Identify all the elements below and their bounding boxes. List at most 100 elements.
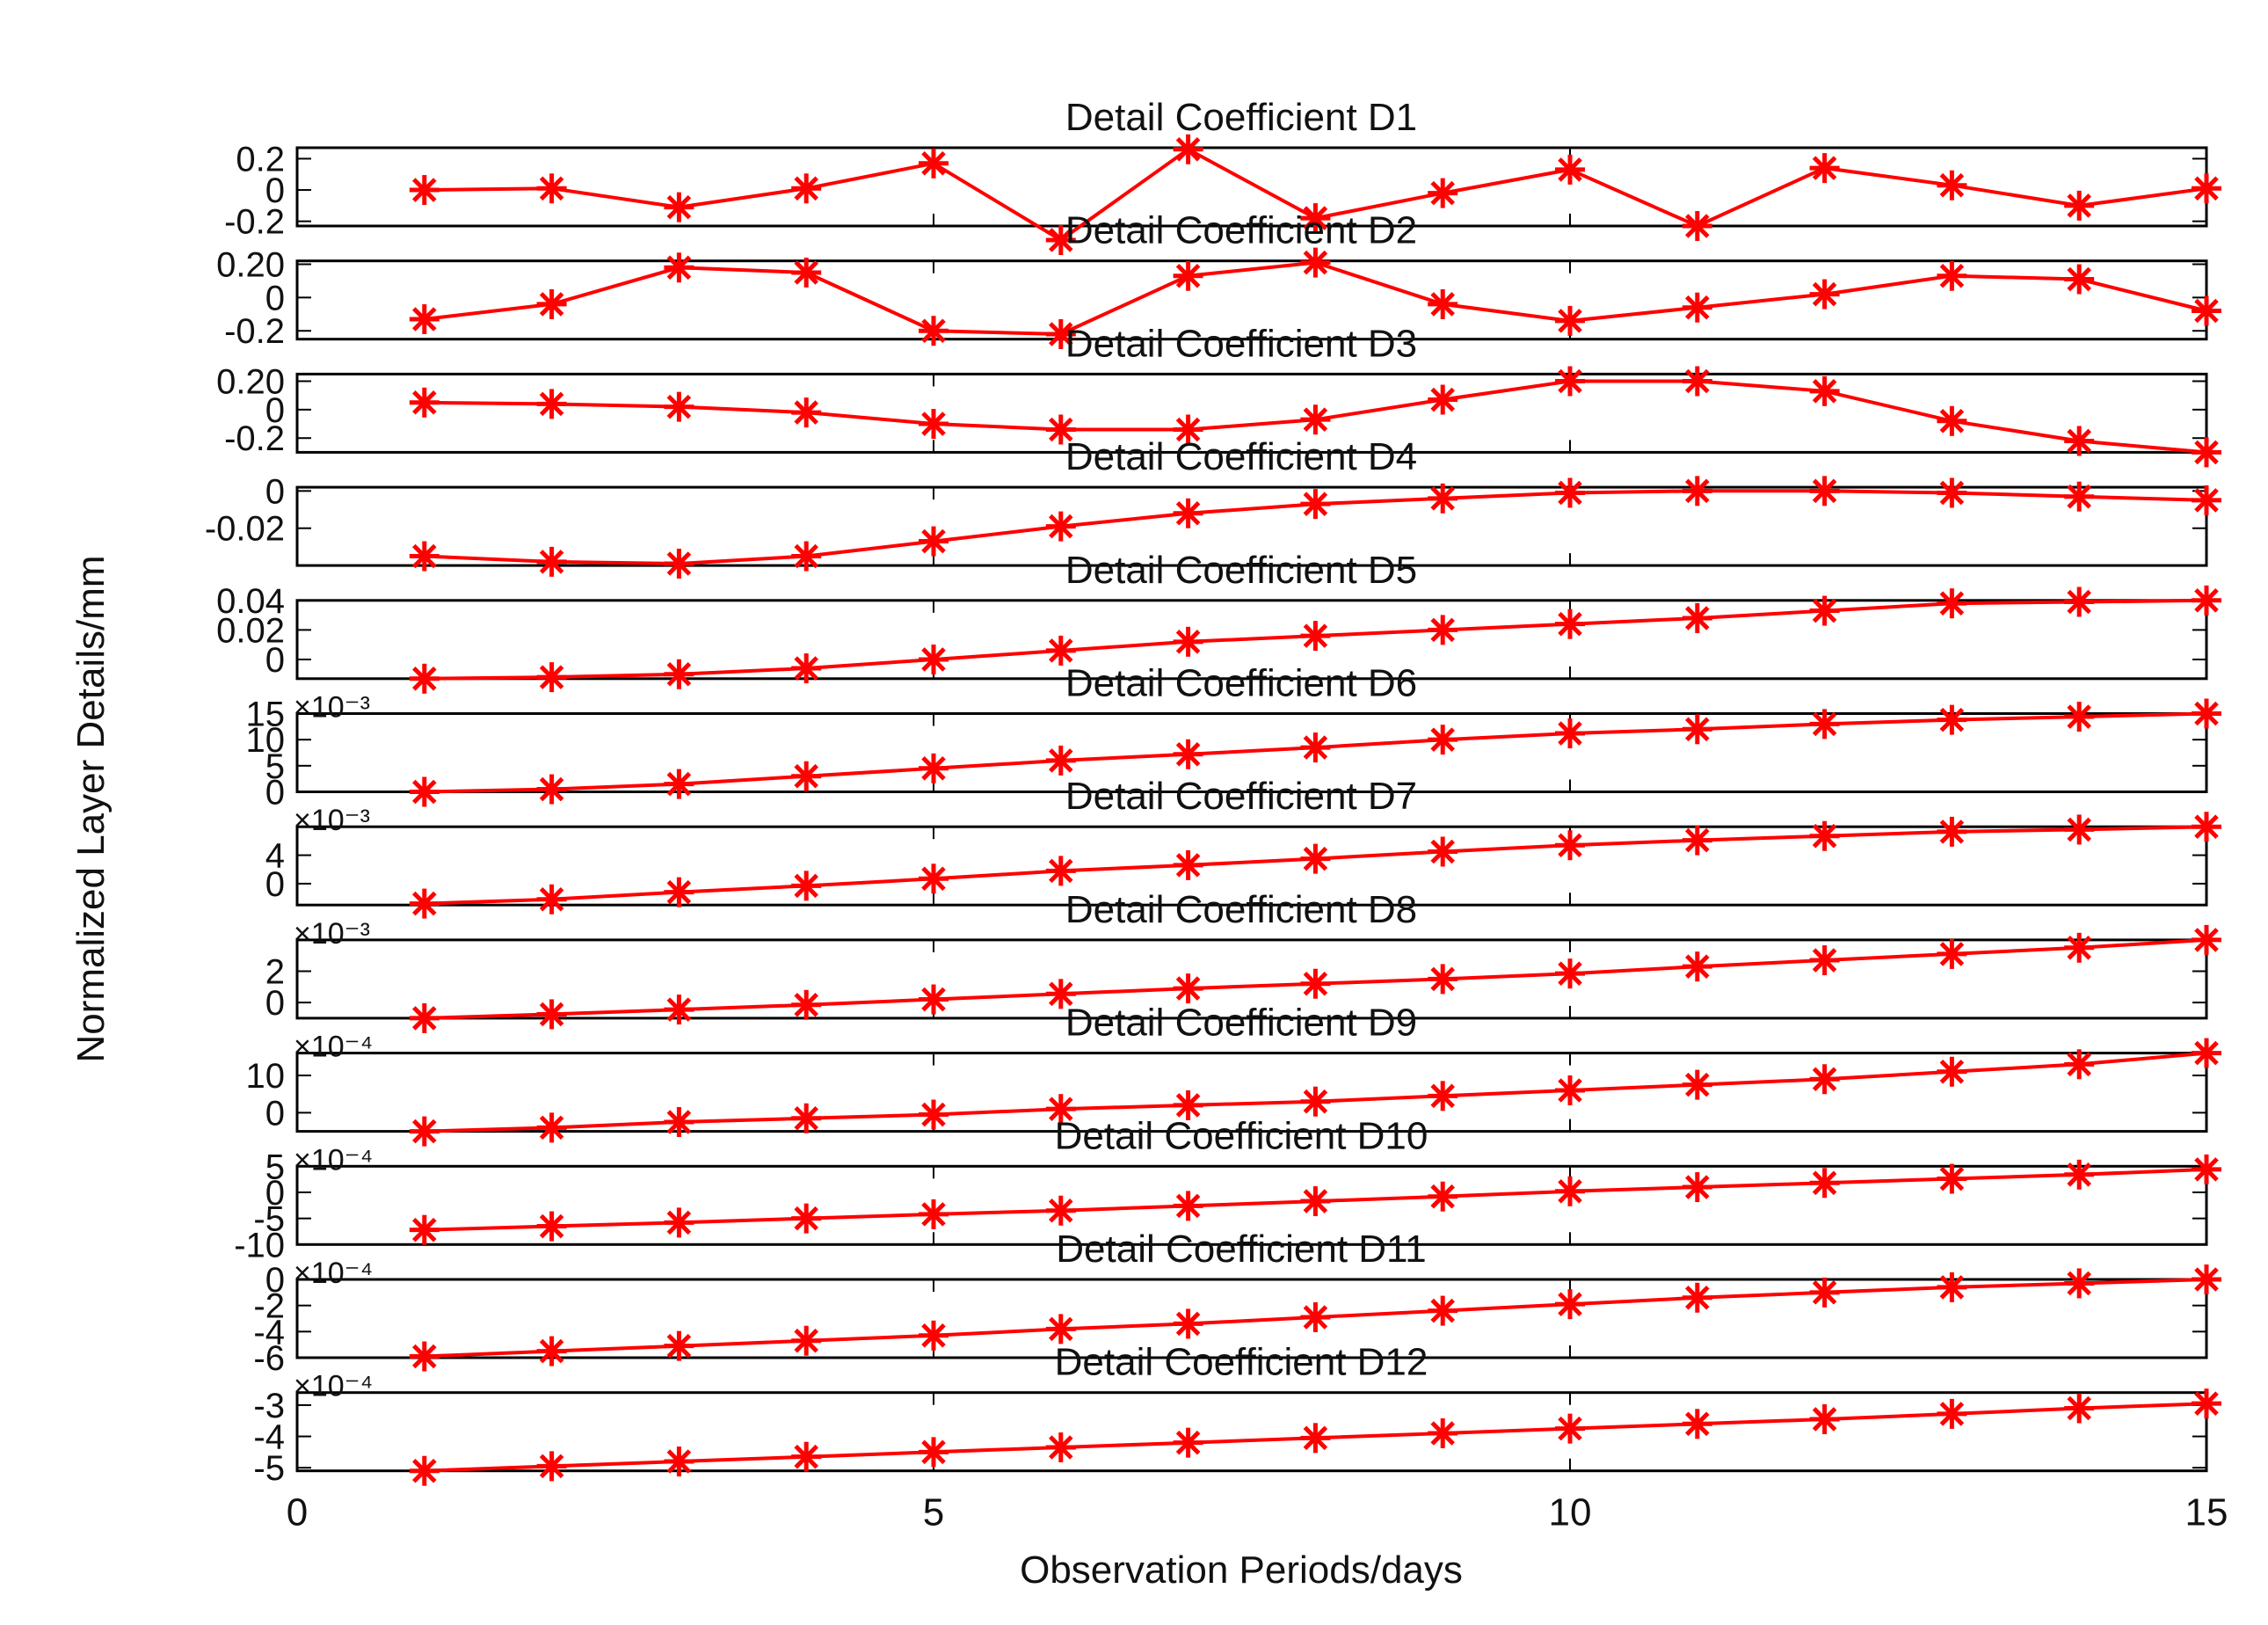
data-point <box>1045 1432 1076 1462</box>
data-point <box>1682 602 1712 633</box>
data-point <box>1300 1302 1331 1333</box>
marker-stroke <box>1685 1072 1710 1097</box>
data-point <box>664 252 694 283</box>
marker-stroke <box>1175 136 1201 162</box>
marker-stroke <box>1558 833 1582 858</box>
x-axis-label: Observation Periods/days <box>1020 1548 1463 1592</box>
subplot-title: Detail Coefficient D6 <box>1065 662 1417 705</box>
y-tick-label: 10 <box>246 1057 286 1096</box>
data-point <box>664 877 694 907</box>
marker-stroke <box>1685 295 1710 320</box>
data-point <box>1809 945 1840 976</box>
marker-stroke <box>1939 942 1965 966</box>
data-point <box>791 871 822 901</box>
data-point <box>1300 621 1331 652</box>
marker-stroke <box>1558 1292 1582 1316</box>
marker-stroke <box>1049 1435 1073 1460</box>
marker-stroke <box>539 176 564 201</box>
marker-stroke <box>1685 368 1710 394</box>
data-point <box>664 1446 694 1477</box>
y-tick-label: 0.20 <box>216 245 285 284</box>
data-point <box>791 173 822 204</box>
data-point <box>1045 511 1076 542</box>
subplot-title: Detail Coefficient D4 <box>1065 435 1417 478</box>
data-point <box>1300 203 1331 234</box>
data-point <box>1428 615 1458 645</box>
data-point <box>1045 979 1076 1009</box>
data-point <box>791 1441 822 1472</box>
data-point <box>1682 1282 1712 1313</box>
marker-stroke <box>1685 1175 1710 1199</box>
marker-stroke <box>794 992 818 1017</box>
plot-frame <box>295 712 2208 793</box>
data-point <box>1045 1195 1076 1226</box>
marker-stroke <box>1812 1170 1837 1196</box>
plot-frame <box>295 1391 2208 1473</box>
data-point <box>536 1112 567 1143</box>
marker-stroke <box>539 391 564 417</box>
data-point <box>536 1451 567 1482</box>
data-point <box>1937 1163 1967 1194</box>
marker-stroke <box>666 879 692 905</box>
y-tick-label: 0 <box>265 171 285 210</box>
data-point <box>664 548 694 579</box>
data-point <box>1300 489 1331 520</box>
marker-stroke <box>2194 928 2219 952</box>
data-point <box>1300 404 1331 435</box>
data-point <box>664 1107 694 1138</box>
subplot-5: 0.040.020 Detail Coefficient D5 <box>216 549 2221 694</box>
data-point <box>1809 279 1840 310</box>
marker-stroke <box>794 763 818 789</box>
data-point <box>1809 1403 1840 1434</box>
marker-stroke <box>2194 1157 2219 1182</box>
data-point <box>1682 951 1712 982</box>
marker-stroke <box>666 255 692 281</box>
marker-stroke <box>1175 1093 1201 1118</box>
data-point <box>536 1211 567 1242</box>
marker-stroke <box>412 1344 437 1369</box>
marker-stroke <box>539 1454 564 1479</box>
data-point <box>664 391 694 422</box>
marker-stroke <box>1939 820 1965 844</box>
data-point <box>919 984 949 1015</box>
data-point <box>1937 938 1967 969</box>
y-tick-label: 0.04 <box>216 582 285 621</box>
marker-stroke <box>666 194 692 220</box>
data-point <box>1937 405 1967 436</box>
data-point <box>2192 812 2221 842</box>
marker-stroke <box>1430 1184 1455 1209</box>
data-point <box>1809 476 1840 506</box>
marker-stroke <box>1939 263 1965 288</box>
data-point <box>664 769 694 799</box>
marker-stroke <box>1175 1311 1201 1337</box>
data-point <box>1937 588 1967 619</box>
data-point <box>1682 476 1712 506</box>
marker-stroke <box>1939 707 1965 732</box>
data-point <box>919 753 949 783</box>
data-point <box>2192 1264 2221 1294</box>
data-point <box>536 173 567 204</box>
marker-stroke <box>539 1213 564 1239</box>
marker-stroke <box>921 756 946 781</box>
y-tick-label: 0 <box>265 1261 285 1300</box>
y-tick-label: -4 <box>253 1418 285 1457</box>
y-tick-label: -0.02 <box>205 510 285 549</box>
data-point <box>1173 498 1203 528</box>
data-point <box>2192 173 2221 204</box>
marker-stroke <box>921 866 946 892</box>
data-point <box>1045 1094 1076 1125</box>
data-point <box>1937 260 1967 291</box>
marker-stroke <box>2067 817 2091 842</box>
subplot-title: Detail Coefficient D3 <box>1065 322 1417 365</box>
subplot-title: Detail Coefficient D7 <box>1065 775 1417 818</box>
marker-stroke <box>1685 827 1710 853</box>
marker-stroke <box>1175 1193 1201 1219</box>
x-tick-label: 10 <box>1549 1491 1592 1534</box>
y-tick-label: 0.2 <box>236 140 285 179</box>
data-point <box>1937 816 1967 847</box>
y-tick-label: 0 <box>265 641 285 680</box>
marker-stroke <box>921 528 946 554</box>
y-tick-label: -3 <box>253 1387 285 1425</box>
data-point <box>2192 1154 2221 1184</box>
